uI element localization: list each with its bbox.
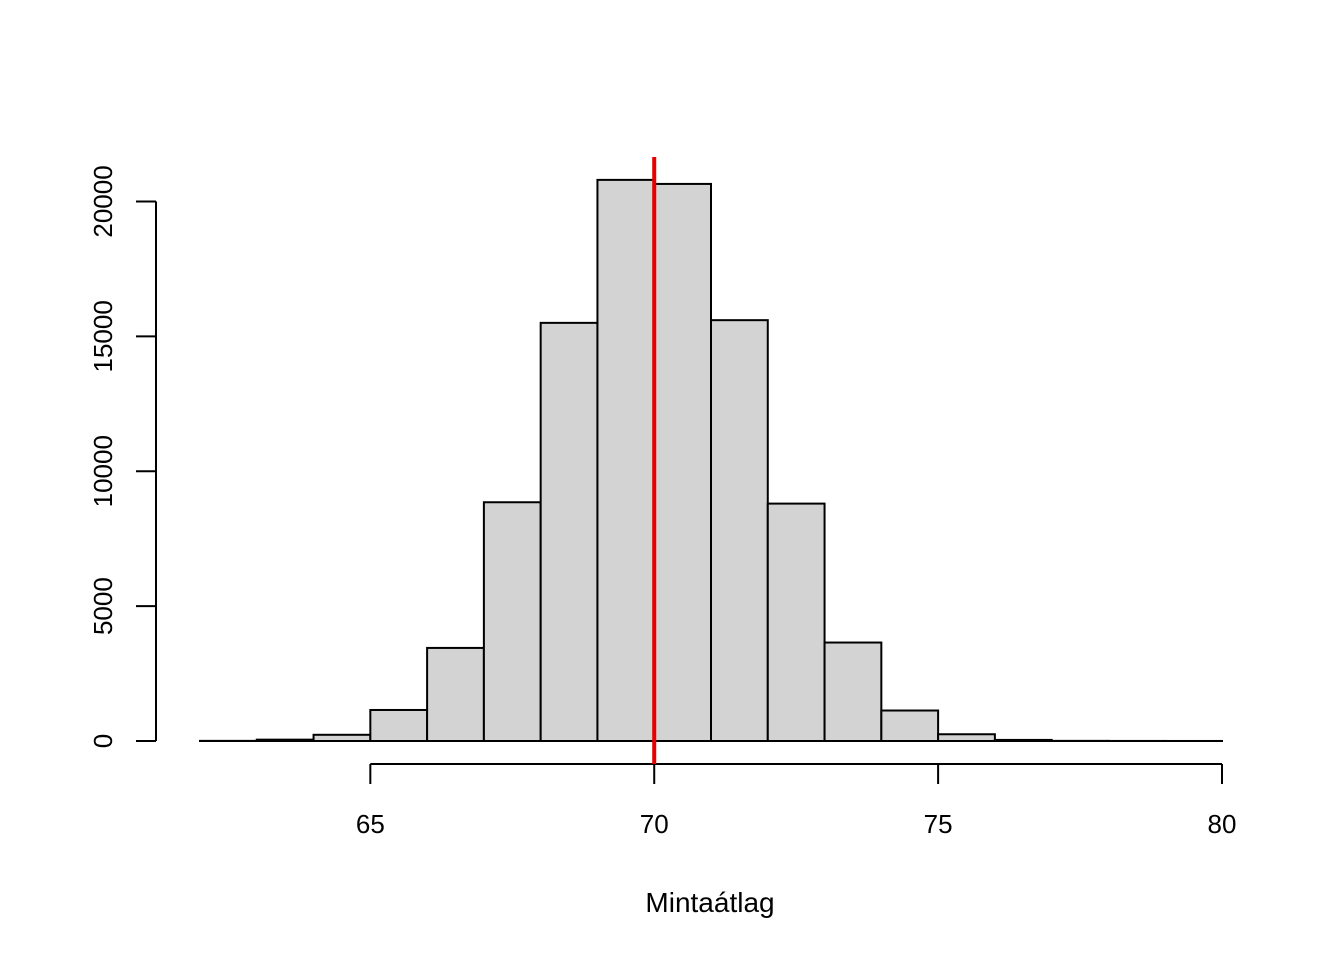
histogram-bar — [766, 502, 826, 742]
x-axis-title: Mintaátlag — [645, 887, 774, 918]
y-tick-label: 10000 — [88, 435, 118, 507]
y-tick-label: 5000 — [88, 577, 118, 635]
x-tick-label: 70 — [640, 809, 669, 839]
histogram-bars — [199, 178, 1223, 743]
y-tick-label: 15000 — [88, 300, 118, 372]
y-tick-label: 20000 — [88, 165, 118, 237]
y-tick-label: 0 — [88, 734, 118, 748]
x-tick-label: 75 — [924, 809, 953, 839]
histogram-bar — [653, 182, 713, 742]
x-axis: 65 70 75 80 — [356, 763, 1237, 839]
histogram-bar — [937, 733, 996, 742]
histogram-bar — [710, 319, 769, 742]
histogram-bar — [369, 708, 429, 743]
x-tick-label: 80 — [1208, 809, 1237, 839]
y-axis: 0 5000 10000 15000 20000 — [88, 165, 157, 748]
histogram-bar — [426, 646, 485, 743]
histogram-bar — [539, 321, 599, 742]
x-tick-label: 65 — [356, 809, 385, 839]
histogram-bar — [482, 501, 542, 743]
histogram-bar — [596, 178, 656, 742]
histogram-bar — [880, 709, 940, 743]
histogram-bar — [823, 641, 883, 743]
